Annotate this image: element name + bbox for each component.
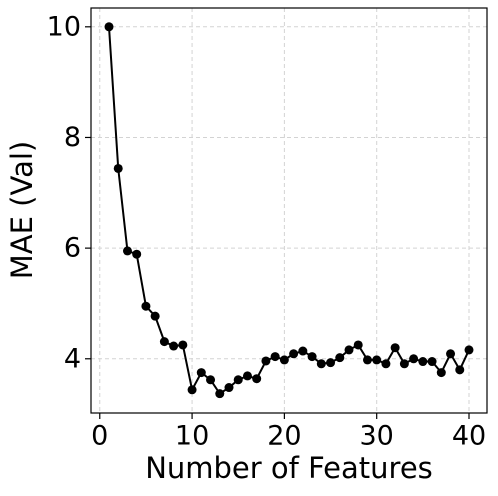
x-tick-label: 0	[91, 421, 108, 452]
data-point	[132, 249, 142, 259]
data-point	[316, 359, 326, 369]
data-point	[344, 345, 354, 355]
data-point	[326, 358, 336, 368]
x-tick-label: 10	[175, 421, 209, 452]
data-point	[215, 389, 225, 399]
y-tick-label: 8	[64, 122, 81, 153]
data-point	[150, 311, 160, 321]
y-tick-label: 10	[47, 11, 81, 42]
data-point	[252, 374, 262, 384]
data-point	[353, 340, 363, 350]
data-point	[289, 349, 299, 359]
y-axis-label: MAE (Val)	[5, 141, 39, 279]
x-tick-label: 40	[452, 421, 486, 452]
data-point	[455, 365, 465, 375]
y-tick-label: 4	[64, 343, 81, 374]
data-line	[108, 26, 470, 396]
data-point	[224, 383, 234, 393]
data-point	[141, 301, 151, 311]
data-point	[362, 355, 372, 365]
data-point	[409, 354, 419, 364]
data-point	[206, 375, 216, 385]
data-point	[196, 368, 206, 378]
data-point	[372, 355, 382, 365]
data-point	[261, 356, 271, 366]
data-point	[270, 352, 280, 362]
data-point	[390, 343, 400, 353]
data-point	[418, 357, 428, 367]
data-point	[436, 368, 446, 378]
data-point	[381, 359, 391, 369]
plot-frame	[90, 7, 488, 414]
data-point	[307, 352, 317, 362]
data-point	[399, 359, 409, 369]
data-point	[178, 340, 188, 350]
data-point	[242, 371, 252, 381]
x-tick-label: 20	[267, 421, 301, 452]
data-point	[427, 357, 437, 367]
data-point	[187, 385, 197, 395]
data-point	[298, 346, 308, 356]
data-point	[233, 375, 243, 385]
y-tick-label: 6	[64, 233, 81, 264]
data-point	[279, 355, 289, 365]
data-point	[122, 246, 132, 256]
x-tick-label: 30	[360, 421, 394, 452]
data-point	[335, 353, 345, 363]
data-point	[104, 22, 114, 32]
x-axis-label: Number of Features	[145, 451, 433, 485]
data-point	[464, 345, 474, 355]
data-point	[113, 163, 123, 173]
data-point	[169, 341, 179, 351]
data-point	[159, 337, 169, 347]
data-point	[446, 349, 456, 359]
